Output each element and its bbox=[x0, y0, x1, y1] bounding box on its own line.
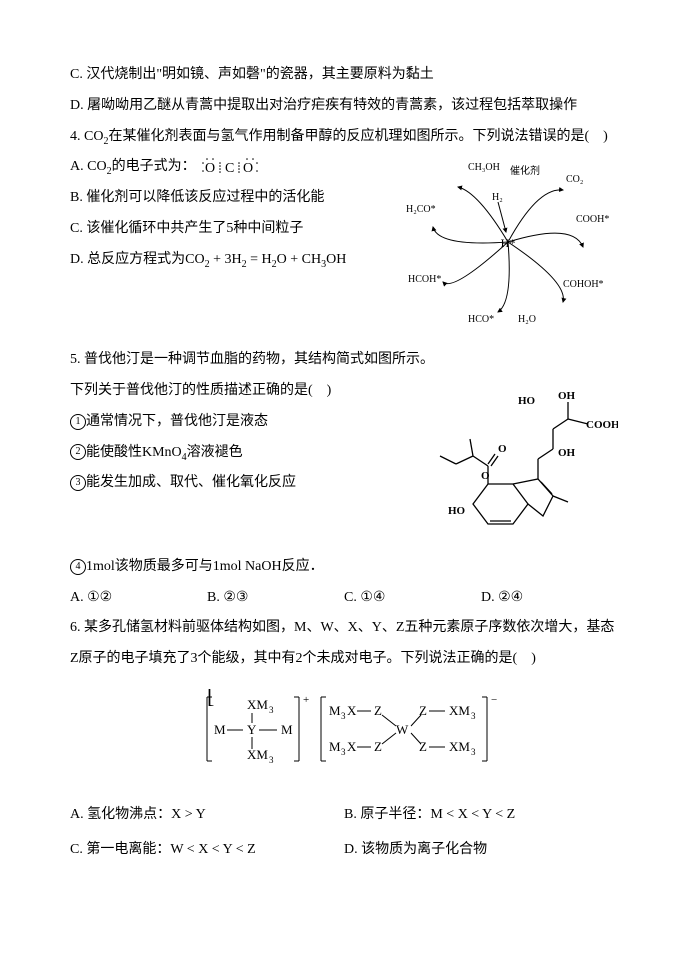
q6-optB: B. 原子半径：M < X < Y < Z bbox=[344, 800, 618, 835]
svg-text:X: X bbox=[347, 703, 357, 718]
svg-text:3: 3 bbox=[471, 747, 476, 757]
q4-cycle-diagram: H* CH₃OH 催化剂 CO₂ H₂CO* H₂ COOH* HCOH* CO… bbox=[398, 152, 618, 345]
q4-optA-mid: 的电子式为： bbox=[112, 159, 196, 174]
svg-text:M: M bbox=[281, 722, 293, 737]
q5-molecule-diagram: HO OH COOH OH O O HO bbox=[418, 384, 618, 552]
mol-lbl-3: OH bbox=[558, 447, 576, 459]
svg-text:XM: XM bbox=[449, 739, 470, 754]
mol-lbl-5: O bbox=[481, 470, 490, 482]
q6-optC: C. 第一电离能：W < X < Y < Z bbox=[70, 835, 344, 870]
q5-s1-text: 通常情况下，普伐他汀是液态 bbox=[86, 414, 268, 429]
q6-optD: D. 该物质为离子化合物 bbox=[344, 835, 618, 870]
svg-text:3: 3 bbox=[341, 711, 346, 721]
q4-stem-prefix: 4. bbox=[70, 129, 84, 144]
q5-optB: B. ②③ bbox=[207, 583, 344, 614]
svg-text:3: 3 bbox=[269, 705, 274, 715]
q5-s2: 2能使酸性KMnO4溶液褪色 bbox=[70, 438, 408, 469]
svg-text:3: 3 bbox=[269, 755, 274, 765]
q5-stem1: 5. 普伐他汀是一种调节血脂的药物，其结构简式如图所示。 bbox=[70, 345, 618, 376]
q5-s1: 1通常情况下，普伐他汀是液态 bbox=[70, 407, 408, 438]
cycle-lbl-8: COHOH* bbox=[563, 279, 604, 290]
q6-stem: 6. 某多孔储氢材料前驱体结构如图，M、W、X、Y、Z五种元素原子序数依次增大，… bbox=[70, 613, 618, 644]
svg-text:Y: Y bbox=[247, 722, 257, 737]
q3-option-c: C. 汉代烧制出"明如镜、声如磬"的瓷器，其主要原料为黏土 bbox=[70, 60, 618, 91]
svg-text:O: O bbox=[243, 161, 253, 176]
q4-body: A. CO2的电子式为： O C O B. 催化剂可以降低该反应过程中的活化能 … bbox=[70, 152, 618, 345]
cycle-lbl-10: H₂O bbox=[518, 314, 536, 325]
q5-options: A. ①② B. ②③ C. ①④ D. ②④ bbox=[70, 583, 618, 614]
svg-text:XM: XM bbox=[449, 703, 470, 718]
q5-s4: 41mol该物质最多可与1mol NaOH反应． bbox=[70, 552, 618, 583]
svg-text:Z: Z bbox=[374, 739, 382, 754]
q4-stem: 4. CO2在某催化剂表面与氢气作用制备甲醇的反应机理如图所示。下列说法错误的是… bbox=[70, 122, 618, 153]
mol-lbl-1: OH bbox=[558, 390, 576, 402]
svg-text:C: C bbox=[225, 161, 234, 176]
svg-text:3: 3 bbox=[341, 747, 346, 757]
cycle-lbl-1: 催化剂 bbox=[510, 164, 540, 177]
svg-text:X: X bbox=[347, 739, 357, 754]
svg-text:Z: Z bbox=[374, 703, 382, 718]
q4-option-d: D. 总反应方程式为CO2 + 3H2 = H2O + CH3OH bbox=[70, 245, 388, 276]
cycle-lbl-2: CO₂ bbox=[566, 174, 583, 185]
q5-s2-a: 能使酸性 bbox=[86, 445, 142, 460]
q5-optA: A. ①② bbox=[70, 583, 207, 614]
q5-s2-b: 溶液褪色 bbox=[187, 445, 243, 460]
svg-text:M: M bbox=[329, 739, 341, 754]
q5-stem2: 下列关于普伐他汀的性质描述正确的是( ) bbox=[70, 376, 408, 407]
q5-s3-text: 能发生加成、取代、催化氧化反应 bbox=[86, 475, 296, 490]
q6-optA: A. 氢化物沸点：X > Y bbox=[70, 800, 344, 835]
cycle-lbl-7: HCOH* bbox=[408, 274, 441, 285]
lewis-structure-svg: O C O bbox=[199, 155, 299, 179]
q4-option-a: A. CO2的电子式为： O C O bbox=[70, 152, 388, 183]
svg-text:M: M bbox=[214, 722, 226, 737]
mol-lbl-2: COOH bbox=[586, 419, 618, 431]
svg-text:W: W bbox=[396, 722, 409, 737]
cycle-lbl-9: HCO* bbox=[468, 314, 494, 325]
q4-optA-prefix: A. bbox=[70, 159, 87, 174]
svg-text:XM: XM bbox=[247, 747, 268, 762]
q4-option-b: B. 催化剂可以降低该反应过程中的活化能 bbox=[70, 183, 388, 214]
cycle-lbl-3: H₂CO* bbox=[406, 204, 436, 215]
svg-text:O: O bbox=[205, 161, 215, 176]
q5-optD: D. ②④ bbox=[481, 583, 618, 614]
q4-stem-body: 在某催化剂表面与氢气作用制备甲醇的反应机理如图所示。下列说法错误的是( ) bbox=[108, 129, 607, 144]
mol-lbl-6: HO bbox=[448, 505, 466, 517]
q6-options: A. 氢化物沸点：X > Y B. 原子半径：M < X < Y < Z C. … bbox=[70, 800, 618, 870]
svg-text:[: [ bbox=[207, 689, 214, 708]
svg-text:M: M bbox=[329, 703, 341, 718]
svg-text:−: − bbox=[491, 694, 497, 706]
q4-option-c: C. 该催化循环中共产生了5种中间粒子 bbox=[70, 214, 388, 245]
q4-optD-prefix: D. 总反应方程式为 bbox=[70, 252, 185, 267]
cycle-lbl-4: H₂ bbox=[492, 192, 503, 203]
q6-optC-prefix: C. 第一电离能： bbox=[70, 842, 170, 857]
q6-optA-prefix: A. 氢化物沸点： bbox=[70, 807, 171, 822]
q3-option-d: D. 屠呦呦用乙醚从青蒿中提取出对治疗疟疾有特效的青蒿素，该过程包括萃取操作 bbox=[70, 91, 618, 122]
cycle-lbl-5: COOH* bbox=[576, 214, 609, 225]
q5-body: 下列关于普伐他汀的性质描述正确的是( ) 1通常情况下，普伐他汀是液态 2能使酸… bbox=[70, 376, 618, 552]
mol-lbl-0: HO bbox=[518, 395, 536, 407]
q5-optC: C. ①④ bbox=[344, 583, 481, 614]
svg-text:H*: H* bbox=[501, 236, 516, 250]
q5-s4-text: 1mol该物质最多可与1mol NaOH反应． bbox=[86, 559, 324, 574]
q6-optB-prefix: B. 原子半径： bbox=[344, 807, 430, 822]
cycle-lbl-0: CH₃OH bbox=[468, 162, 500, 173]
q5-s3: 3能发生加成、取代、催化氧化反应 bbox=[70, 468, 408, 499]
svg-text:+: + bbox=[303, 694, 309, 706]
q6-structure-diagram: [ XM3 M Y M XM3 + M3X Z Z XM3 M3X Z Z XM… bbox=[120, 689, 618, 782]
q6-stem2: Z原子的电子填充了3个能级，其中有2个未成对电子。下列说法正确的是( ) bbox=[70, 644, 618, 675]
svg-text:Z: Z bbox=[419, 739, 427, 754]
svg-text:XM: XM bbox=[247, 697, 268, 712]
mol-lbl-4: O bbox=[498, 443, 507, 455]
svg-text:3: 3 bbox=[471, 711, 476, 721]
